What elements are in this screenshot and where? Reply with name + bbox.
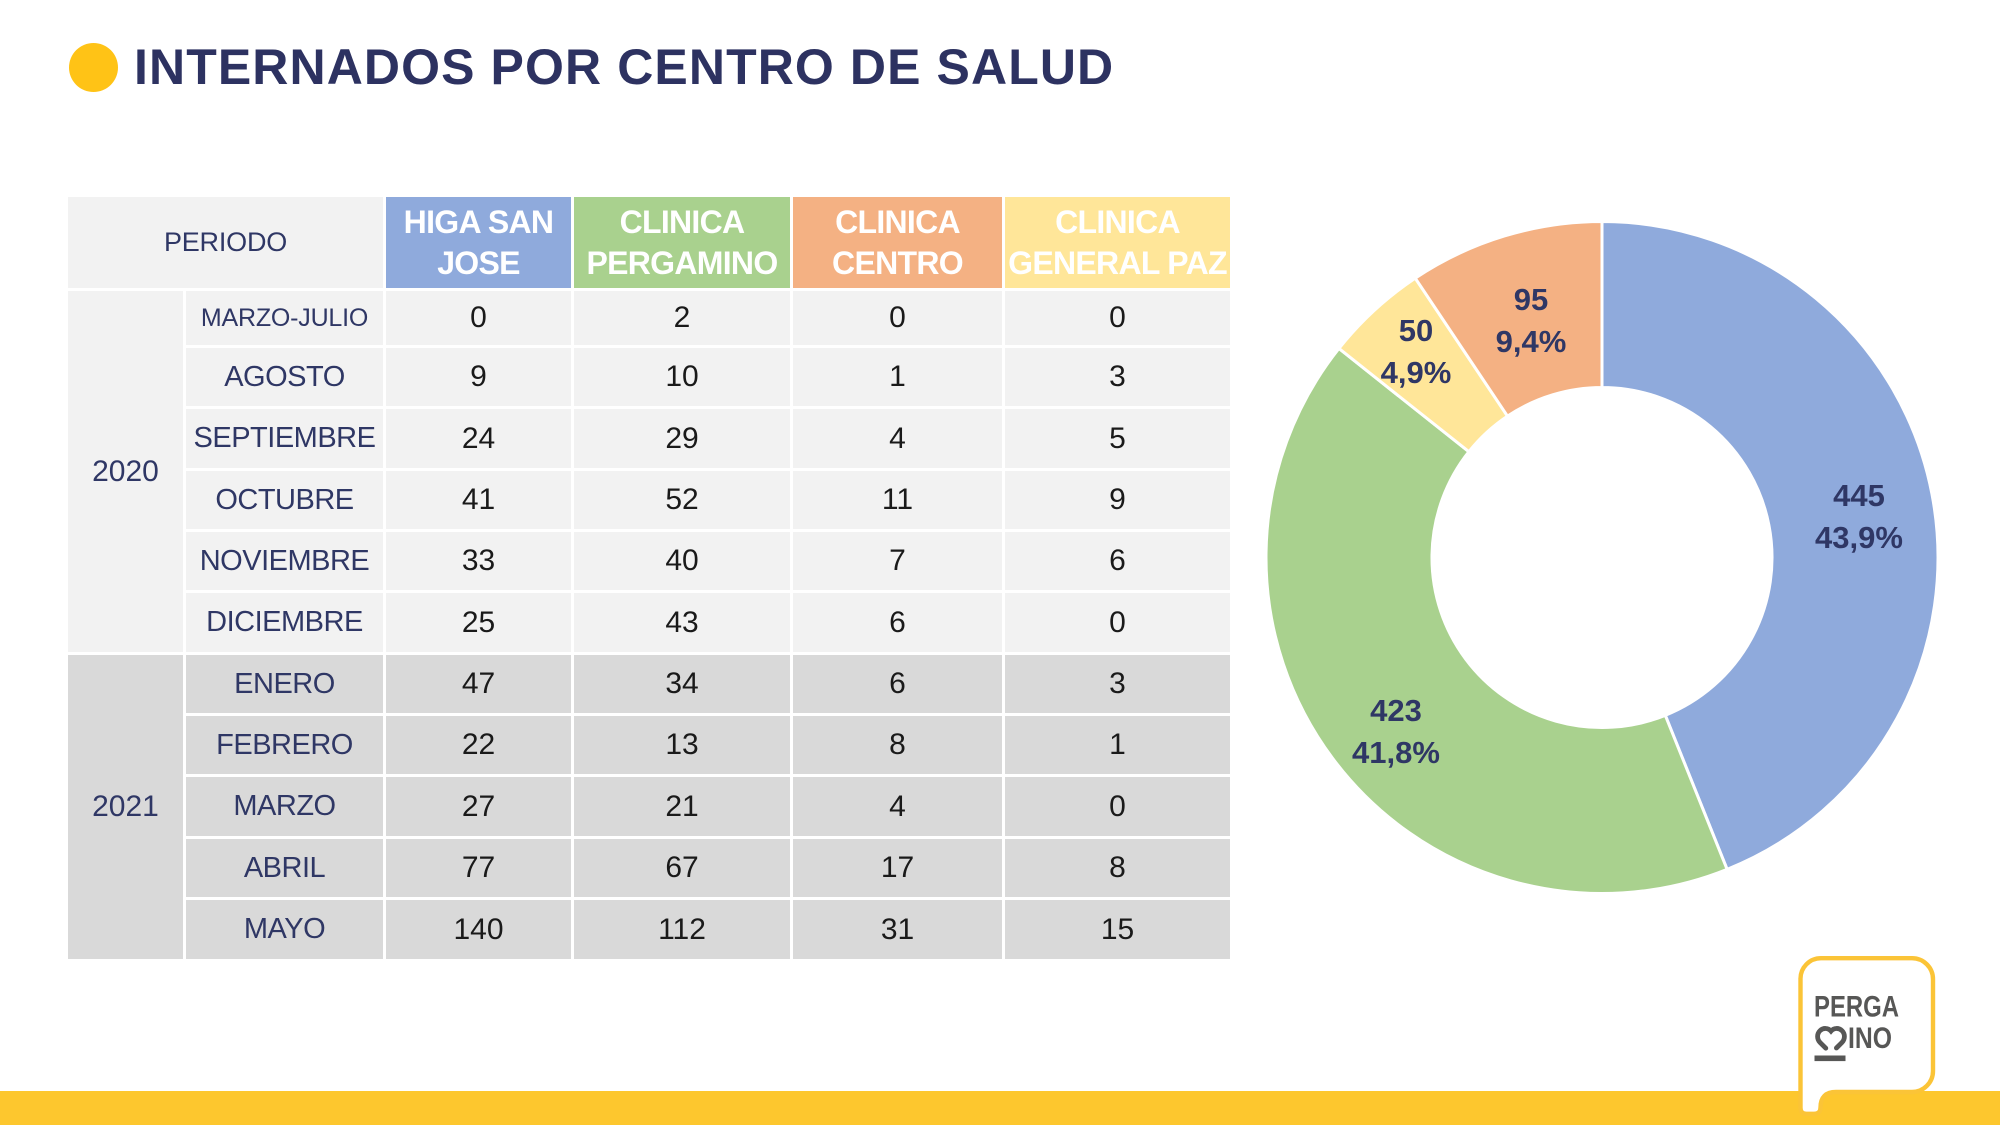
value-cell: 0 xyxy=(1005,777,1230,839)
value-cell: 8 xyxy=(1005,839,1230,900)
donut-segment-higa-san-jose xyxy=(1600,220,1940,871)
logo-text-perga: PERGA xyxy=(1814,991,1899,1024)
donut-label-higa-san-jose: 445 43,9% xyxy=(1815,478,1903,555)
column-header-clinica-pergamino: CLINICA PERGAMINO xyxy=(574,197,793,291)
donut-segment-clinica-centro xyxy=(1413,220,1604,418)
donut-label-clinica-centro: 95 9,4% xyxy=(1495,282,1567,359)
value-cell: 67 xyxy=(574,839,793,900)
value-cell: 21 xyxy=(574,777,793,839)
table-group-2021: 2021 ENERO 47 34 6 3 FEBRERO 22 13 8 1 MARZO 27 21 4 0 A… xyxy=(68,655,1230,959)
value-cell: 7 xyxy=(793,532,1005,593)
value-cell: 6 xyxy=(793,655,1005,716)
footer-bar xyxy=(0,1091,2000,1125)
table-row-octubre: OCTUBRE 41 52 11 9 xyxy=(68,471,1230,532)
value-cell: 6 xyxy=(793,593,1005,655)
data-table: PERIODO HIGA SAN JOSE CLINICA PERGAMINO CLI… xyxy=(68,197,1230,959)
value-cell: 0 xyxy=(1005,291,1230,348)
value-cell: 24 xyxy=(386,409,574,471)
value-cell: 6 xyxy=(1005,532,1230,593)
table-row-septiembre: SEPTIEMBRE 24 29 4 5 xyxy=(68,409,1230,471)
column-header-higa-san-jose: HIGA SAN JOSE xyxy=(386,197,574,291)
column-header-clinica-general-paz: CLINICA GENERAL PAZ xyxy=(1005,197,1230,291)
value-cell: 41 xyxy=(386,471,574,532)
pergamino-logo: PERGA INO xyxy=(1798,956,1936,1116)
value-cell: 9 xyxy=(386,348,574,409)
value-cell: 112 xyxy=(574,900,793,959)
period-cell: SEPTIEMBRE xyxy=(186,409,386,471)
table-row-febrero: FEBRERO 22 13 8 1 xyxy=(68,716,1230,777)
period-cell: FEBRERO xyxy=(186,716,386,777)
speech-bubble-icon xyxy=(1798,956,1936,1116)
period-cell: MAYO xyxy=(186,900,386,959)
value-cell: 3 xyxy=(1005,655,1230,716)
period-cell: AGOSTO xyxy=(186,348,386,409)
period-cell: MARZO-JULIO xyxy=(186,291,386,348)
period-cell: OCTUBRE xyxy=(186,471,386,532)
table-row-noviembre: NOVIEMBRE 33 40 7 6 xyxy=(68,532,1230,593)
value-cell: 52 xyxy=(574,471,793,532)
table-group-2020: 2020 MARZO-JULIO 0 2 0 0 AGOSTO 9 10 1 3 SEPTIEMBRE… xyxy=(68,291,1230,655)
table-row-marzo-julio: 2020 MARZO-JULIO 0 2 0 0 xyxy=(68,291,1230,655)
period-cell: NOVIEMBRE xyxy=(186,532,386,593)
value-cell: 4 xyxy=(793,777,1005,839)
bullet-circle-icon xyxy=(69,43,118,92)
value-cell: 1 xyxy=(1005,716,1230,777)
table-header-row: PERIODO HIGA SAN JOSE CLINICA PERGAMINO CLI… xyxy=(68,197,1230,291)
value-cell: 25 xyxy=(386,593,574,655)
donut-chart xyxy=(1264,220,1940,895)
logo-underline xyxy=(1814,1055,1846,1062)
value-cell: 15 xyxy=(1005,900,1230,959)
table-row-abril: ABRIL 77 67 17 8 xyxy=(68,839,1230,900)
table-row-mayo: MAYO 140 112 31 15 xyxy=(68,900,1230,959)
value-cell: 34 xyxy=(574,655,793,716)
value-cell: 140 xyxy=(386,900,574,959)
logo-text-ino: INO xyxy=(1848,1022,1892,1055)
column-header-clinica-centro: CLINICA CENTRO xyxy=(793,197,1005,291)
donut-label-clinica-general-paz: 50 4,9% xyxy=(1380,313,1452,390)
value-cell: 13 xyxy=(574,716,793,777)
value-cell: 33 xyxy=(386,532,574,593)
value-cell: 47 xyxy=(386,655,574,716)
value-cell: 4 xyxy=(793,409,1005,471)
value-cell: 43 xyxy=(574,593,793,655)
period-cell: DICIEMBRE xyxy=(186,593,386,655)
heart-icon xyxy=(1815,1026,1847,1051)
value-cell: 0 xyxy=(386,291,574,348)
table-row-enero: 2021 ENERO 47 34 6 3 xyxy=(68,655,1230,959)
value-cell: 0 xyxy=(1005,593,1230,655)
value-cell: 3 xyxy=(1005,348,1230,409)
table-row-agosto: AGOSTO 9 10 1 3 xyxy=(68,348,1230,409)
value-cell: 9 xyxy=(1005,471,1230,532)
value-cell: 8 xyxy=(793,716,1005,777)
value-cell: 29 xyxy=(574,409,793,471)
value-cell: 40 xyxy=(574,532,793,593)
value-cell: 0 xyxy=(793,291,1005,348)
value-cell: 31 xyxy=(793,900,1005,959)
value-cell: 27 xyxy=(386,777,574,839)
value-cell: 1 xyxy=(793,348,1005,409)
value-cell: 17 xyxy=(793,839,1005,900)
value-cell: 77 xyxy=(386,839,574,900)
table-header: PERIODO HIGA SAN JOSE CLINICA PERGAMINO CLI… xyxy=(68,197,1230,291)
column-header-periodo: PERIODO xyxy=(68,197,386,291)
page-title: INTERNADOS POR CENTRO DE SALUD xyxy=(134,39,1115,95)
year-cell-2020: 2020 xyxy=(68,291,186,655)
year-cell-2021: 2021 xyxy=(68,655,186,959)
value-cell: 11 xyxy=(793,471,1005,532)
period-cell: ABRIL xyxy=(186,839,386,900)
period-cell: MARZO xyxy=(186,777,386,839)
value-cell: 10 xyxy=(574,348,793,409)
value-cell: 2 xyxy=(574,291,793,348)
table-row-diciembre: DICIEMBRE 25 43 6 0 xyxy=(68,593,1230,655)
value-cell: 22 xyxy=(386,716,574,777)
period-cell: ENERO xyxy=(186,655,386,716)
table-row-marzo: MARZO 27 21 4 0 xyxy=(68,777,1230,839)
value-cell: 5 xyxy=(1005,409,1230,471)
donut-label-clinica-pergamino: 423 41,8% xyxy=(1352,693,1440,770)
donut-segment-clinica-pergamino xyxy=(1264,346,1729,895)
